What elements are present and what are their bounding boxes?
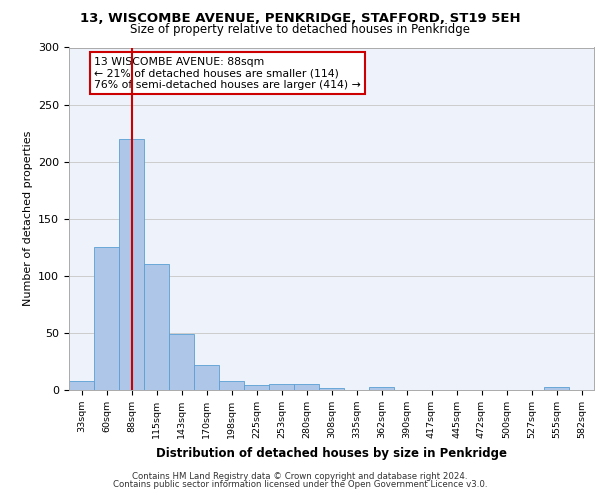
- X-axis label: Distribution of detached houses by size in Penkridge: Distribution of detached houses by size …: [156, 446, 507, 460]
- Bar: [369, 386, 394, 390]
- Bar: [94, 248, 119, 390]
- Y-axis label: Number of detached properties: Number of detached properties: [23, 131, 32, 306]
- Text: 13, WISCOMBE AVENUE, PENKRIDGE, STAFFORD, ST19 5EH: 13, WISCOMBE AVENUE, PENKRIDGE, STAFFORD…: [80, 12, 520, 26]
- Text: Size of property relative to detached houses in Penkridge: Size of property relative to detached ho…: [130, 22, 470, 36]
- Bar: [119, 139, 144, 390]
- Bar: [544, 386, 569, 390]
- Bar: [194, 365, 219, 390]
- Bar: [244, 386, 269, 390]
- Bar: [219, 381, 244, 390]
- Bar: [144, 264, 169, 390]
- Bar: [294, 384, 319, 390]
- Bar: [269, 384, 294, 390]
- Text: Contains HM Land Registry data © Crown copyright and database right 2024.: Contains HM Land Registry data © Crown c…: [132, 472, 468, 481]
- Bar: [69, 381, 94, 390]
- Text: Contains public sector information licensed under the Open Government Licence v3: Contains public sector information licen…: [113, 480, 487, 489]
- Bar: [169, 334, 194, 390]
- Bar: [319, 388, 344, 390]
- Text: 13 WISCOMBE AVENUE: 88sqm
← 21% of detached houses are smaller (114)
76% of semi: 13 WISCOMBE AVENUE: 88sqm ← 21% of detac…: [94, 56, 361, 90]
